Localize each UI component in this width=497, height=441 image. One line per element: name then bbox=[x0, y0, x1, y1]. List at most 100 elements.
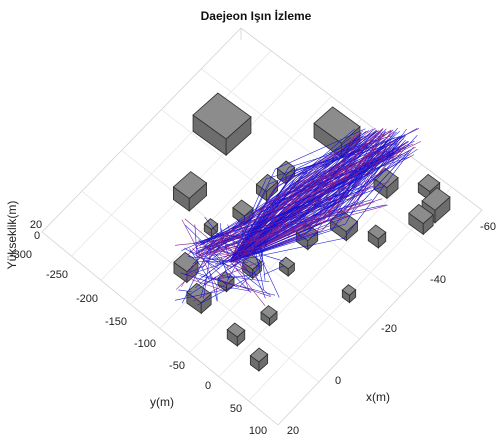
grid-line bbox=[71, 50, 272, 257]
y-tick-label: -300 bbox=[10, 249, 32, 261]
ray-path bbox=[198, 239, 252, 293]
ray-path bbox=[186, 249, 259, 297]
y-tick-label: -100 bbox=[134, 338, 156, 350]
ray-path bbox=[205, 204, 388, 255]
z-tick-label: 0 bbox=[34, 230, 40, 242]
ray-path bbox=[200, 169, 355, 244]
ray-path bbox=[196, 243, 284, 273]
building-roof bbox=[255, 173, 279, 193]
ray-path bbox=[253, 269, 266, 299]
ray-path bbox=[232, 253, 244, 268]
building-roof bbox=[408, 203, 434, 225]
ray-path bbox=[191, 279, 227, 292]
ray-path bbox=[251, 234, 264, 290]
ray-path bbox=[229, 131, 380, 263]
ray-path bbox=[174, 287, 233, 301]
building-roof bbox=[260, 305, 278, 319]
ray-path bbox=[229, 140, 415, 263]
ray-path bbox=[229, 156, 402, 263]
ray-path bbox=[229, 148, 418, 263]
x-axis-label: x(m) bbox=[366, 390, 390, 404]
ray-path bbox=[204, 260, 220, 265]
ray-path bbox=[212, 172, 374, 248]
ray-path bbox=[255, 219, 277, 270]
z-tick-label: 20 bbox=[30, 219, 42, 231]
building-roof bbox=[367, 224, 387, 240]
ray-path bbox=[180, 272, 227, 288]
grid-line bbox=[130, 96, 332, 305]
ray-path bbox=[188, 265, 193, 272]
ray-path bbox=[200, 278, 207, 299]
ray-path bbox=[197, 172, 318, 254]
x-tick-label: 20 bbox=[287, 425, 299, 437]
y-tick-label: 100 bbox=[249, 425, 267, 437]
z-tick-labels: 20 0 bbox=[30, 219, 42, 242]
ray-path bbox=[217, 275, 251, 279]
y-tick-label: 50 bbox=[230, 403, 242, 415]
ray-path bbox=[258, 243, 264, 263]
y-tick-label: -50 bbox=[169, 360, 185, 372]
ray-path bbox=[202, 198, 383, 255]
ray-path bbox=[221, 246, 243, 263]
ray-path bbox=[203, 276, 217, 285]
y-tick-label: -150 bbox=[105, 316, 127, 328]
building-roof bbox=[249, 347, 269, 363]
building-roof bbox=[192, 92, 252, 140]
z-axis-label: Yükseklik(m) bbox=[5, 201, 19, 270]
building-roof bbox=[341, 284, 357, 296]
ray-path bbox=[210, 252, 222, 257]
ray-path bbox=[194, 224, 198, 260]
grid-line bbox=[100, 73, 302, 281]
ray-path bbox=[197, 278, 247, 306]
ray-path bbox=[184, 247, 220, 270]
building-roof bbox=[186, 282, 212, 304]
building-roof bbox=[172, 171, 208, 199]
ray-path bbox=[214, 233, 258, 265]
ray-path bbox=[199, 246, 249, 257]
ray-path bbox=[195, 185, 386, 254]
y-tick-label: 0 bbox=[205, 380, 211, 392]
x-tick-label: -60 bbox=[480, 221, 496, 233]
ray-path bbox=[229, 146, 414, 263]
ray-path bbox=[211, 244, 231, 260]
ray-path bbox=[193, 281, 231, 302]
ray-path bbox=[195, 240, 253, 289]
x-tick-label: -40 bbox=[430, 274, 446, 286]
ray-path bbox=[229, 155, 382, 263]
ray-path bbox=[231, 263, 259, 276]
x-tick-labels: -60 -40 -20 0 20 bbox=[287, 221, 496, 437]
ray-path bbox=[248, 231, 262, 259]
ray-path bbox=[219, 244, 270, 256]
ray-path bbox=[181, 219, 218, 288]
ray-path bbox=[210, 181, 313, 250]
ray-path bbox=[206, 196, 335, 245]
x-tick-label: -20 bbox=[381, 323, 397, 335]
y-tick-label: -200 bbox=[76, 293, 98, 305]
ray-path bbox=[229, 127, 398, 263]
y-tick-labels: -300 -250 -200 -150 -100 -50 0 50 100 bbox=[10, 249, 267, 437]
y-axis-label: y(m) bbox=[150, 395, 174, 409]
ray-path bbox=[239, 262, 266, 287]
ray-path bbox=[258, 252, 280, 298]
x-tick-label: 0 bbox=[335, 375, 341, 387]
y-tick-label: -250 bbox=[46, 269, 68, 281]
ray-path bbox=[229, 128, 366, 263]
ray-path bbox=[203, 189, 363, 256]
ray-path bbox=[226, 227, 279, 269]
ray-path bbox=[187, 241, 202, 256]
ray-path bbox=[209, 271, 218, 302]
ray-path bbox=[210, 170, 314, 246]
ray-path bbox=[229, 128, 355, 263]
ray-path bbox=[204, 181, 314, 258]
ray-path bbox=[200, 178, 347, 256]
ray-path bbox=[214, 277, 271, 297]
ray-path bbox=[184, 264, 206, 276]
grid-line bbox=[218, 164, 423, 377]
ray-path bbox=[197, 246, 244, 281]
ray-path bbox=[229, 148, 370, 263]
building-roof bbox=[417, 173, 441, 193]
ray-path bbox=[195, 181, 390, 253]
building-roof bbox=[276, 160, 296, 176]
grid-line bbox=[200, 68, 442, 254]
